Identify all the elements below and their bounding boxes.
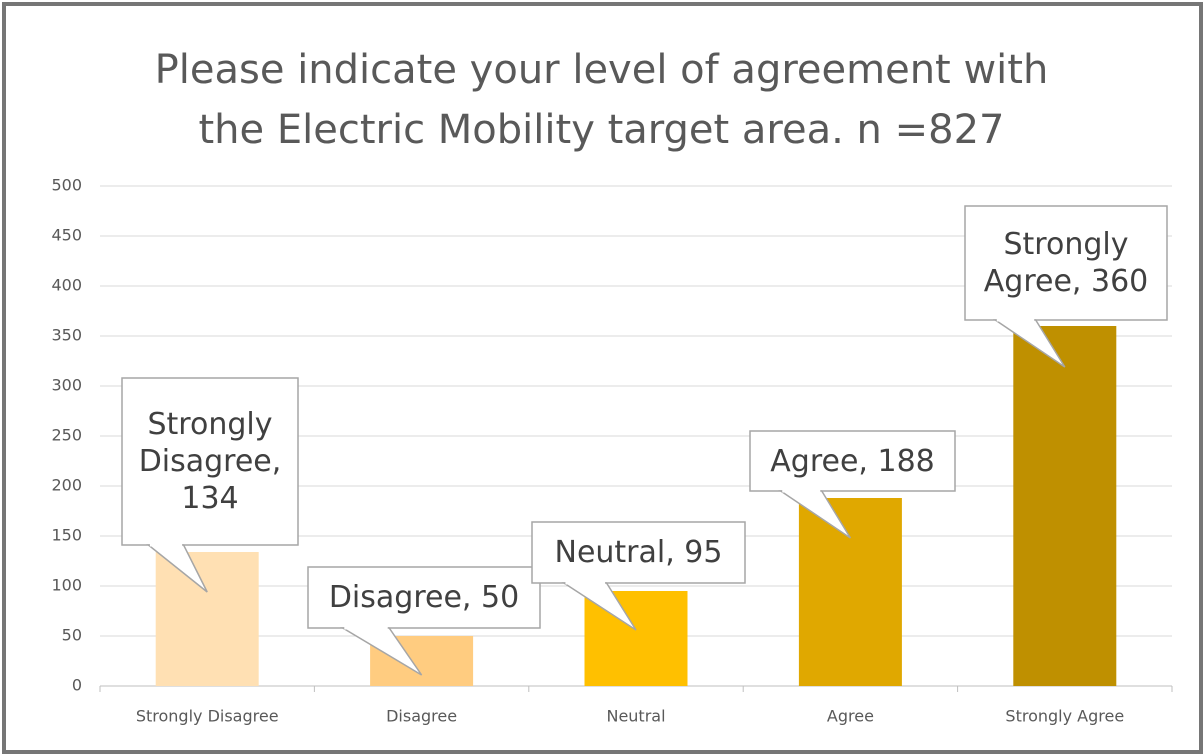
y-tick-label: 100 bbox=[51, 576, 82, 595]
data-label: Neutral, 95 bbox=[554, 535, 723, 570]
x-tick-label: Strongly Agree bbox=[1005, 707, 1124, 726]
data-label: Strongly Agree, 360 bbox=[983, 227, 1149, 299]
callout-box bbox=[749, 430, 956, 492]
y-tick-label: 50 bbox=[62, 626, 82, 645]
y-tick-label: 350 bbox=[51, 326, 82, 345]
y-tick-label: 450 bbox=[51, 226, 82, 245]
callout-box bbox=[121, 377, 299, 546]
bar bbox=[798, 498, 902, 686]
y-tick-label: 250 bbox=[51, 426, 82, 445]
callout-box bbox=[964, 205, 1168, 321]
callout-box bbox=[531, 521, 746, 584]
callout-box bbox=[307, 566, 541, 629]
y-tick-label: 400 bbox=[51, 276, 82, 295]
data-label: Agree, 188 bbox=[770, 443, 935, 479]
data-label: Disagree, 50 bbox=[328, 580, 520, 615]
y-tick-label: 300 bbox=[51, 376, 82, 395]
chart-title: Please indicate your level of agreement … bbox=[154, 47, 1049, 153]
bar bbox=[155, 552, 259, 686]
x-tick-label: Disagree bbox=[386, 707, 457, 726]
y-tick-label: 200 bbox=[51, 476, 82, 495]
x-tick-label: Strongly Disagree bbox=[136, 707, 279, 726]
x-tick-label: Neutral bbox=[606, 707, 665, 726]
x-tick-label: Agree bbox=[827, 707, 874, 726]
y-tick-label: 150 bbox=[51, 526, 82, 545]
data-label: Strongly Disagree, 134 bbox=[138, 407, 282, 516]
bar bbox=[1013, 326, 1117, 686]
y-tick-label: 500 bbox=[51, 176, 82, 195]
y-tick-label: 0 bbox=[72, 676, 82, 695]
